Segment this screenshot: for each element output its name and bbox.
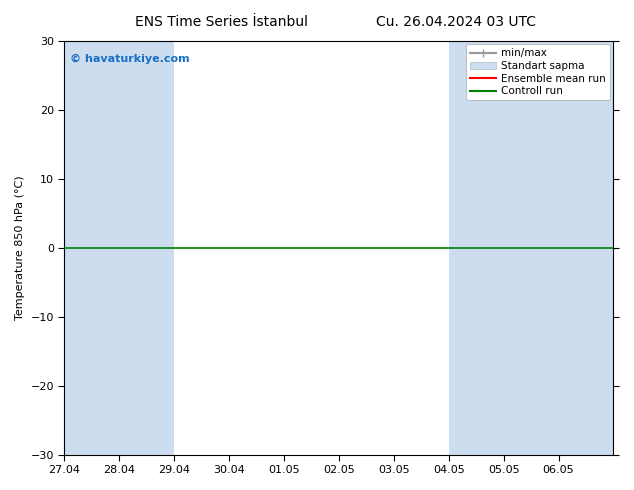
Y-axis label: Temperature 850 hPa (°C): Temperature 850 hPa (°C) (15, 175, 25, 320)
Bar (119, 41, 174, 455)
Bar (65, 41, 119, 455)
Bar (449, 41, 503, 455)
Text: © havaturkiye.com: © havaturkiye.com (70, 53, 190, 64)
Bar (559, 41, 614, 455)
Text: Cu. 26.04.2024 03 UTC: Cu. 26.04.2024 03 UTC (377, 15, 536, 29)
Legend: min/max, Standart sapma, Ensemble mean run, Controll run: min/max, Standart sapma, Ensemble mean r… (466, 44, 611, 100)
Bar (503, 41, 559, 455)
Text: ENS Time Series İstanbul: ENS Time Series İstanbul (136, 15, 308, 29)
